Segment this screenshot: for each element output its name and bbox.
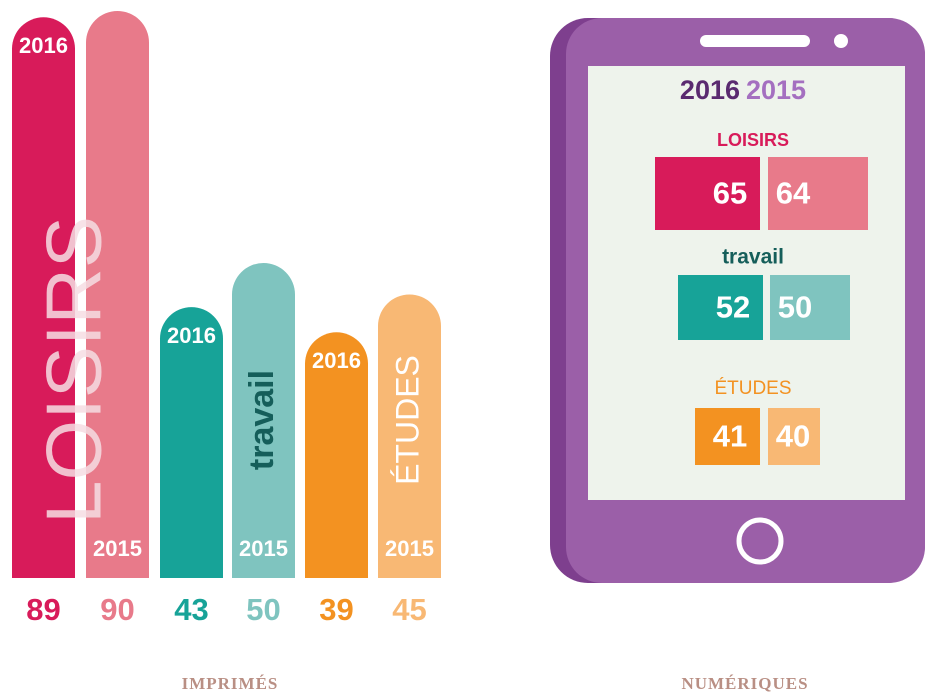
year-label: 2016 — [19, 33, 68, 58]
year-header: 2015 — [746, 75, 806, 105]
category-name: ÉTUDES — [389, 355, 425, 485]
value-box — [768, 408, 820, 465]
value-box — [770, 275, 850, 340]
value-box — [695, 408, 760, 465]
value-label: 50 — [778, 290, 812, 325]
bar — [12, 17, 75, 579]
camera — [834, 34, 848, 48]
value-label: 65 — [713, 176, 747, 211]
bar — [86, 11, 149, 579]
value-label: 50 — [246, 592, 280, 627]
year-label: 2016 — [167, 323, 216, 348]
value-box — [768, 157, 868, 230]
value-label: 52 — [716, 290, 750, 325]
bar — [305, 332, 368, 578]
year-header: 2016 — [680, 75, 740, 105]
value-label: 41 — [713, 419, 747, 454]
value-box — [678, 275, 763, 340]
value-label: 64 — [776, 176, 811, 211]
category-name: travail — [243, 370, 281, 470]
value-box — [655, 157, 760, 230]
value-label: 40 — [776, 419, 810, 454]
digital-label: NUMÉRIQUES — [681, 674, 808, 693]
category-name: ÉTUDES — [714, 378, 791, 399]
category-name: LOISIRS — [30, 216, 118, 524]
bar — [378, 294, 441, 578]
print-label: IMPRIMÉS — [182, 674, 279, 693]
home-button — [736, 517, 784, 565]
year-label: 2015 — [385, 536, 434, 561]
category-name: LOISIRS — [717, 130, 789, 150]
year-label: 2015 — [239, 536, 288, 561]
bar — [232, 263, 295, 578]
year-label: 2016 — [312, 348, 361, 373]
year-label: 2015 — [93, 536, 142, 561]
value-label: 89 — [26, 592, 60, 627]
bar — [160, 307, 223, 578]
category-name: travail — [722, 246, 784, 269]
value-label: 90 — [100, 592, 134, 627]
speaker — [700, 35, 810, 47]
value-label: 39 — [319, 592, 353, 627]
value-label: 45 — [392, 592, 426, 627]
value-label: 43 — [174, 592, 208, 627]
